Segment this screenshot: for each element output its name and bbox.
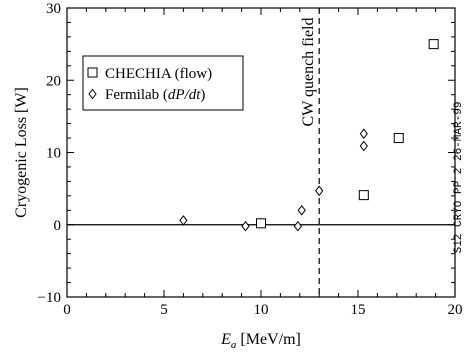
x-tick-label: 5	[160, 302, 168, 318]
reference-lines	[67, 8, 455, 297]
x-tick-label: 10	[254, 302, 269, 318]
fermilab-point	[359, 128, 368, 140]
x-axis-title-symbol: E	[220, 331, 231, 348]
fermilab-point	[359, 140, 368, 152]
legend-diamond-marker	[88, 88, 97, 100]
legend-label-fermilab-suffix: )	[200, 87, 205, 103]
axes-box	[66, 7, 456, 298]
fermilab-point	[241, 220, 250, 232]
fermilab-point	[179, 215, 188, 226]
legend-label-fermilab: Fermilab (dP/dt)	[105, 87, 205, 103]
fermilab-point	[293, 220, 302, 232]
data-marks	[179, 39, 439, 232]
legend: CHECHIA (flow) Fermilab (dP/dt)	[82, 55, 244, 111]
y-tick-label: 20	[46, 73, 61, 89]
x-tick-label: 0	[63, 302, 71, 318]
legend-label-fermilab-italic: dP/dt	[168, 87, 201, 103]
legend-label-chechia: CHECHIA (flow)	[105, 66, 212, 82]
plot-frame	[66, 7, 456, 298]
fermilab-point	[315, 185, 324, 197]
chechia-point	[358, 190, 369, 201]
x-tick-label: 20	[448, 302, 463, 318]
legend-square-marker	[87, 67, 98, 78]
chechia-point	[256, 218, 266, 229]
y-tick-label: 10	[46, 146, 61, 162]
legend-label-fermilab-prefix: Fermilab (	[105, 87, 168, 103]
y-tick-label: −10	[38, 290, 61, 306]
x-tick-label: 15	[351, 302, 366, 318]
legend-box	[82, 55, 244, 111]
chechia-point	[428, 39, 439, 50]
y-tick-label: 30	[46, 1, 61, 17]
side-stamp: S12 CRYO PP 2 26-MAR-99	[453, 102, 465, 254]
y-axis-title: Cryogenic Loss [W]	[13, 87, 30, 218]
quench-field-label: CW quench field	[300, 17, 317, 126]
x-axis-title-subscript: a	[231, 339, 237, 351]
fermilab-point	[297, 204, 306, 216]
x-axis-title: Ea [MeV/m]	[220, 331, 301, 351]
y-tick-label: 0	[54, 218, 62, 234]
axis-ticks	[66, 7, 456, 298]
chechia-point	[393, 133, 404, 144]
x-axis-title-unit: [MeV/m]	[236, 331, 300, 348]
